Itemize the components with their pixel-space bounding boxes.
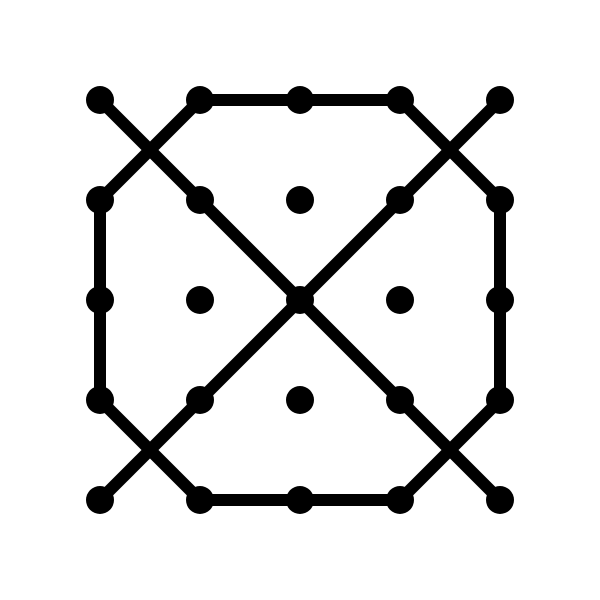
grid-dot xyxy=(486,386,514,414)
grid-dot xyxy=(286,86,314,114)
grid-dot xyxy=(486,286,514,314)
grid-dots xyxy=(86,86,514,514)
grid-dot xyxy=(186,386,214,414)
grid-dot xyxy=(186,86,214,114)
grid-dot xyxy=(386,486,414,514)
grid-dot xyxy=(386,386,414,414)
grid-dot xyxy=(386,286,414,314)
grid-dot xyxy=(486,86,514,114)
grid-dot xyxy=(86,386,114,414)
grid-dot xyxy=(86,286,114,314)
grid-dot xyxy=(286,186,314,214)
grid-dot xyxy=(186,186,214,214)
grid-dot xyxy=(486,186,514,214)
grid-dot xyxy=(86,186,114,214)
grid-dot xyxy=(386,86,414,114)
grid-dot xyxy=(186,486,214,514)
grid-dot xyxy=(86,86,114,114)
grid-dot xyxy=(86,486,114,514)
grid-dot xyxy=(286,486,314,514)
grid-dot xyxy=(286,286,314,314)
grid-dot xyxy=(186,286,214,314)
grid-dot xyxy=(386,186,414,214)
grid-dot xyxy=(486,486,514,514)
grid-dot xyxy=(286,386,314,414)
